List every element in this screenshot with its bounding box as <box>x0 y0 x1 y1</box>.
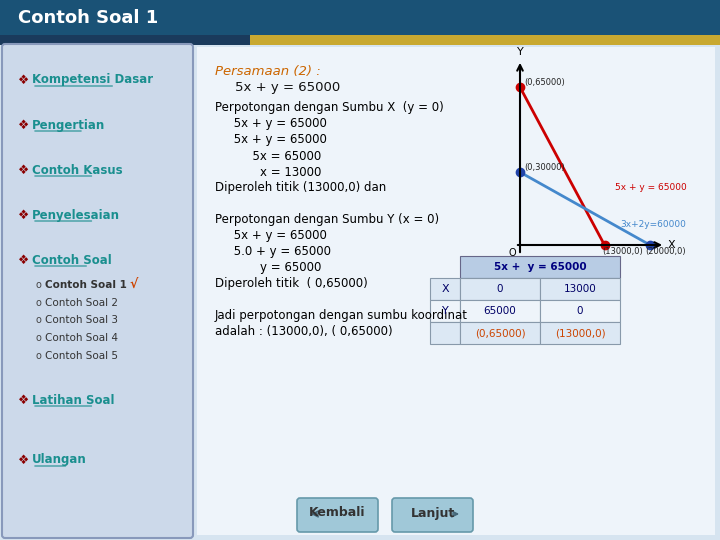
FancyBboxPatch shape <box>2 44 193 538</box>
Text: 5.0 + y = 65000: 5.0 + y = 65000 <box>215 246 331 259</box>
Text: o: o <box>35 333 41 343</box>
Text: Contoh Soal 3: Contoh Soal 3 <box>45 315 118 325</box>
Text: Contoh Soal 1: Contoh Soal 1 <box>45 280 127 290</box>
Text: 5x + y = 65000: 5x + y = 65000 <box>215 133 327 146</box>
FancyBboxPatch shape <box>430 278 460 300</box>
Text: 5x + y = 65000: 5x + y = 65000 <box>215 230 327 242</box>
Text: Pengertian: Pengertian <box>32 118 105 132</box>
Text: Penyelesaian: Penyelesaian <box>32 208 120 221</box>
Text: 65000: 65000 <box>484 306 516 316</box>
Text: 13000: 13000 <box>564 284 596 294</box>
Text: adalah : (13000,0), ( 0,65000): adalah : (13000,0), ( 0,65000) <box>215 326 392 339</box>
Text: (0,30000): (0,30000) <box>524 163 564 172</box>
Text: o: o <box>35 298 41 308</box>
Text: Jadi perpotongan dengan sumbu koordinat: Jadi perpotongan dengan sumbu koordinat <box>215 309 468 322</box>
Text: ❖: ❖ <box>18 73 30 86</box>
Text: Y: Y <box>517 47 523 57</box>
FancyBboxPatch shape <box>460 278 540 300</box>
FancyBboxPatch shape <box>197 47 715 535</box>
Text: (13000,0): (13000,0) <box>603 247 643 256</box>
Text: (0,65000): (0,65000) <box>524 78 564 87</box>
Text: Perpotongan dengan Sumbu Y (x = 0): Perpotongan dengan Sumbu Y (x = 0) <box>215 213 439 226</box>
Text: Kompetensi Dasar: Kompetensi Dasar <box>32 73 153 86</box>
Text: ❖: ❖ <box>18 208 30 221</box>
Text: y = 65000: y = 65000 <box>215 261 321 274</box>
Text: (13000,0): (13000,0) <box>554 328 606 338</box>
Text: 3x+2y=60000: 3x+2y=60000 <box>620 220 686 229</box>
Text: 0: 0 <box>577 306 583 316</box>
Text: Y: Y <box>441 306 449 316</box>
Text: o: o <box>35 351 41 361</box>
Text: 5x + y = 65000: 5x + y = 65000 <box>215 118 327 131</box>
Text: (0,65000): (0,65000) <box>474 328 526 338</box>
Text: Contoh Soal 5: Contoh Soal 5 <box>45 351 118 361</box>
Text: 5x +  y = 65000: 5x + y = 65000 <box>494 262 586 272</box>
Text: Persamaan (2) :: Persamaan (2) : <box>215 65 320 78</box>
Text: Contoh Soal: Contoh Soal <box>32 253 112 267</box>
Text: Contoh Soal 1: Contoh Soal 1 <box>18 9 158 27</box>
Text: Diperoleh titik  ( 0,65000): Diperoleh titik ( 0,65000) <box>215 278 368 291</box>
Text: Kembali: Kembali <box>310 507 366 519</box>
Text: Ulangan: Ulangan <box>32 454 86 467</box>
Text: x = 13000: x = 13000 <box>215 165 321 179</box>
Text: Lanjut: Lanjut <box>410 507 454 519</box>
Text: ❖: ❖ <box>18 164 30 177</box>
FancyBboxPatch shape <box>392 498 473 532</box>
Text: ❖: ❖ <box>18 118 30 132</box>
Text: o: o <box>35 315 41 325</box>
FancyBboxPatch shape <box>540 300 620 322</box>
Text: Contoh Soal 4: Contoh Soal 4 <box>45 333 118 343</box>
Text: Contoh Soal 2: Contoh Soal 2 <box>45 298 118 308</box>
FancyBboxPatch shape <box>250 35 720 45</box>
FancyBboxPatch shape <box>297 498 378 532</box>
FancyBboxPatch shape <box>540 278 620 300</box>
FancyBboxPatch shape <box>430 322 460 344</box>
Text: Diperoleh titik (13000,0) dan: Diperoleh titik (13000,0) dan <box>215 181 386 194</box>
Text: Latihan Soal: Latihan Soal <box>32 394 114 407</box>
Text: X: X <box>668 240 675 250</box>
Text: 5x + y = 65000: 5x + y = 65000 <box>235 82 341 94</box>
Text: o: o <box>35 280 41 290</box>
FancyBboxPatch shape <box>430 300 460 322</box>
FancyBboxPatch shape <box>0 35 250 45</box>
Text: ❖: ❖ <box>18 454 30 467</box>
Text: ❖: ❖ <box>18 253 30 267</box>
FancyBboxPatch shape <box>540 322 620 344</box>
FancyBboxPatch shape <box>460 300 540 322</box>
Text: O: O <box>508 248 516 258</box>
FancyBboxPatch shape <box>460 322 540 344</box>
FancyBboxPatch shape <box>0 0 720 35</box>
Text: 5x + y = 65000: 5x + y = 65000 <box>615 183 687 192</box>
Text: X: X <box>441 284 449 294</box>
Text: (20000,0): (20000,0) <box>645 247 685 256</box>
Text: 0: 0 <box>497 284 503 294</box>
Text: Contoh Kasus: Contoh Kasus <box>32 164 122 177</box>
Text: √: √ <box>130 279 138 292</box>
Text: 5x = 65000: 5x = 65000 <box>215 150 321 163</box>
FancyBboxPatch shape <box>460 256 620 278</box>
Text: ❖: ❖ <box>18 394 30 407</box>
Text: Perpotongan dengan Sumbu X  (y = 0): Perpotongan dengan Sumbu X (y = 0) <box>215 102 444 114</box>
